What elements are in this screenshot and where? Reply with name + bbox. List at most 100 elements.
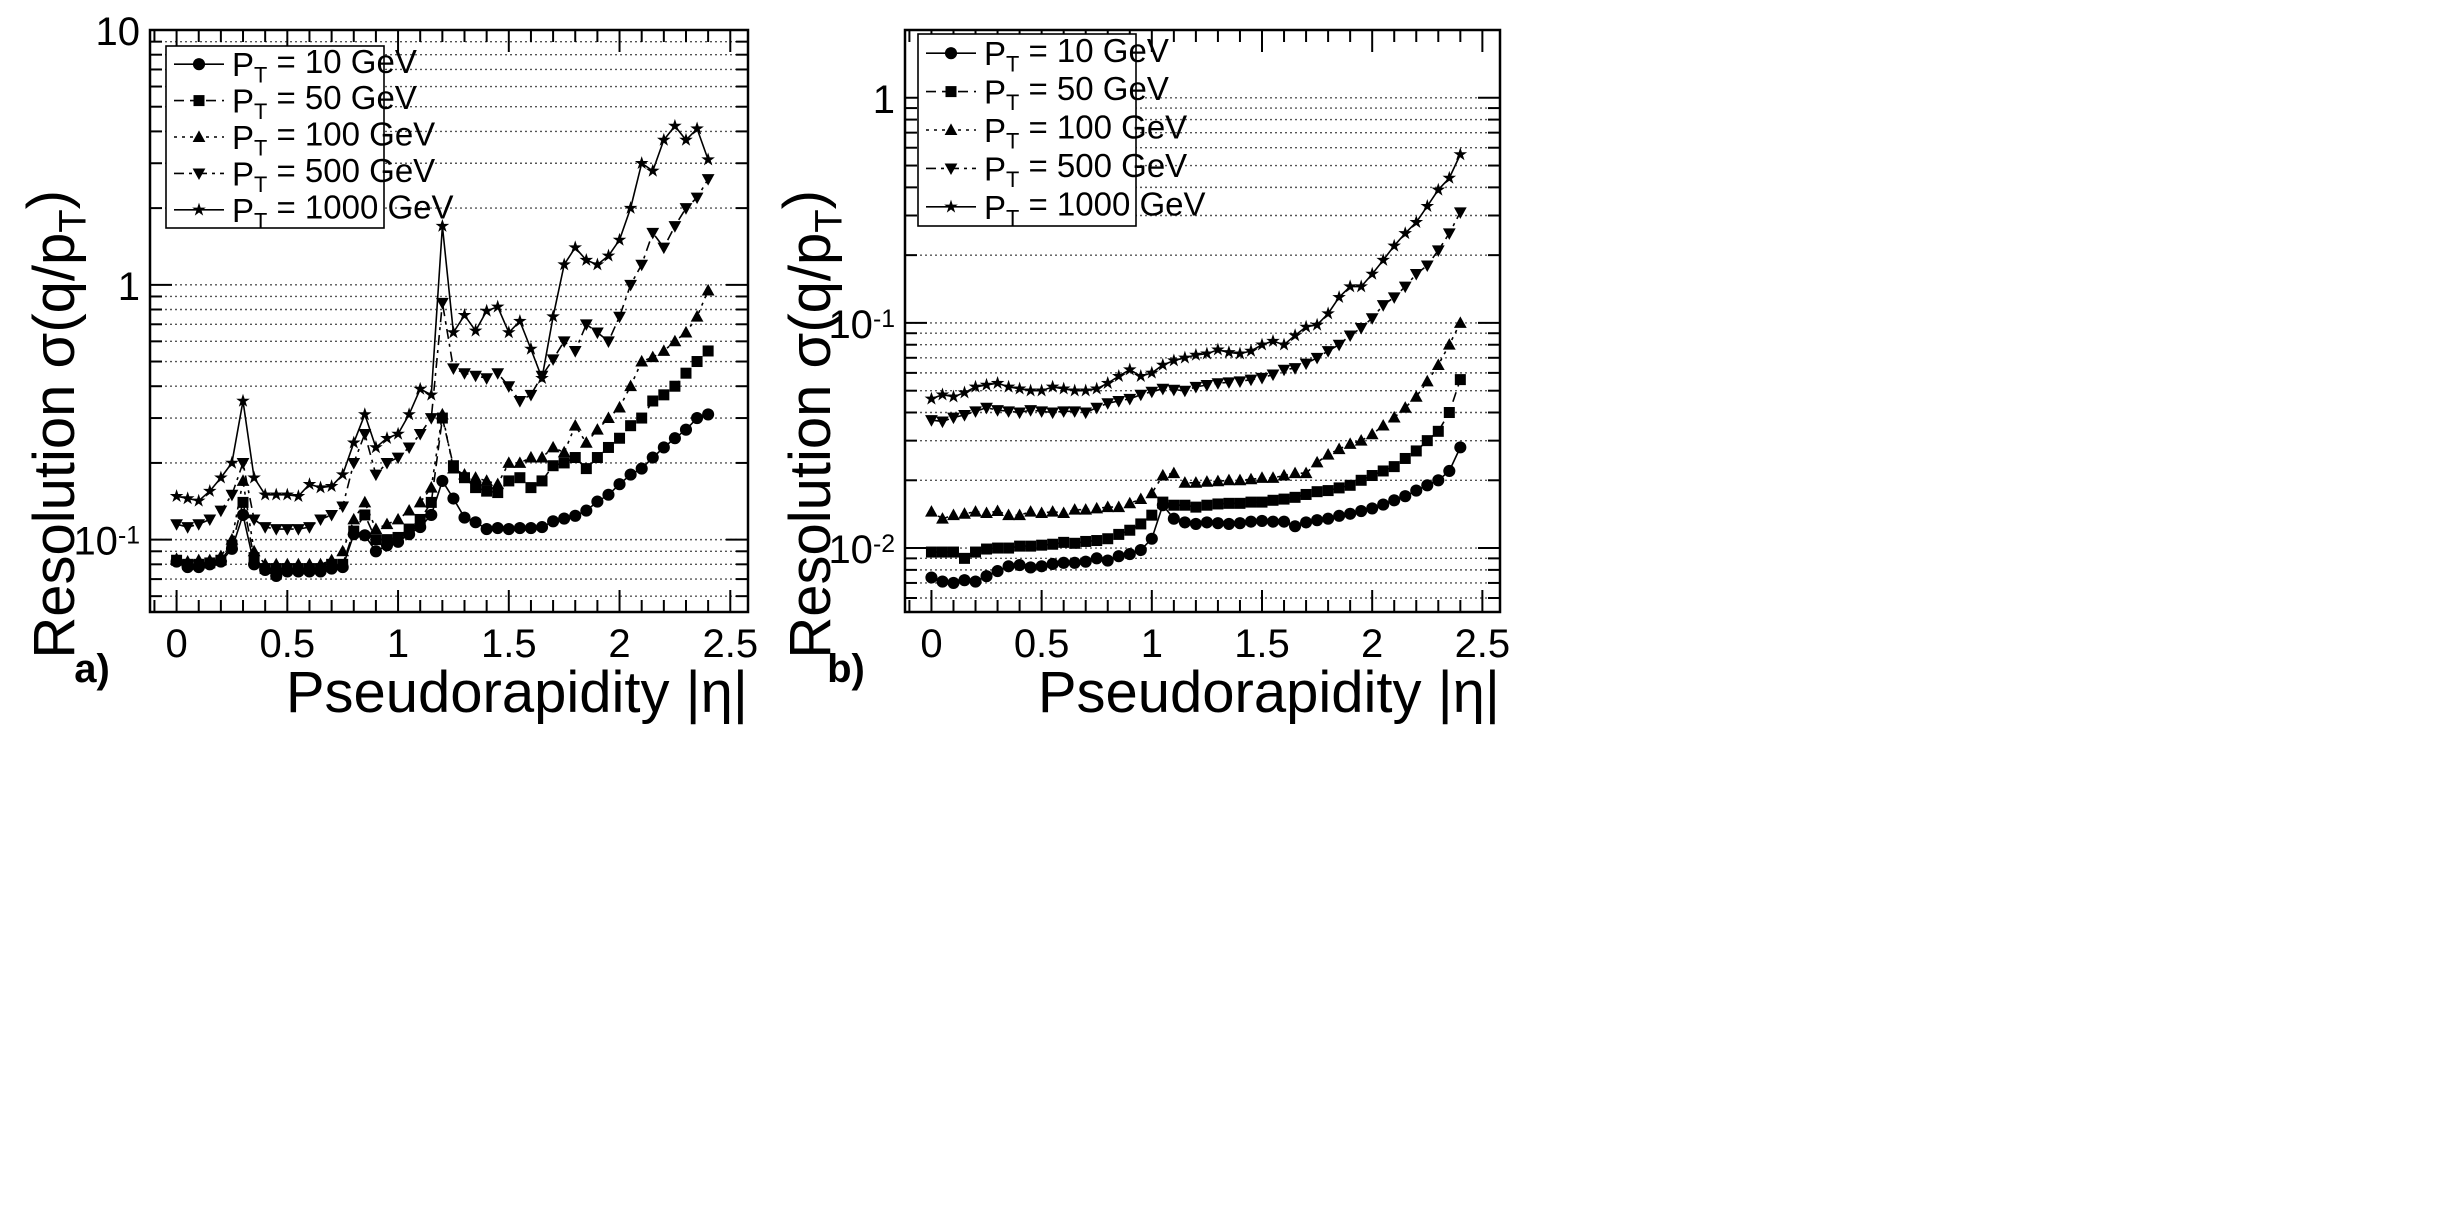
data-point [1189, 381, 1203, 394]
data-point [1244, 374, 1258, 387]
data-point [1167, 353, 1181, 367]
data-point [690, 192, 704, 205]
data-point [214, 505, 228, 518]
data-point [1410, 445, 1422, 457]
legend-marker [193, 95, 205, 107]
data-point [1388, 461, 1400, 473]
data-point [1388, 494, 1401, 507]
data-point [624, 279, 637, 292]
data-point [1035, 506, 1049, 519]
data-point [1387, 238, 1401, 252]
data-point [1189, 476, 1203, 488]
data-point [336, 501, 350, 514]
data-point [391, 452, 405, 465]
data-point [1244, 343, 1258, 357]
data-point [1442, 170, 1457, 184]
data-point [369, 469, 383, 482]
data-point [680, 367, 692, 379]
data-point [1089, 381, 1104, 395]
data-point [247, 514, 261, 527]
data-point [569, 452, 581, 464]
series-3 [925, 316, 1467, 524]
data-point [624, 379, 637, 392]
data-point [1145, 486, 1159, 499]
data-point [1311, 514, 1324, 527]
data-point [646, 451, 659, 464]
data-point [1222, 517, 1235, 530]
data-point [358, 407, 372, 421]
data-point [446, 325, 461, 339]
data-point [1255, 372, 1269, 385]
data-point [1343, 279, 1357, 293]
data-point [1421, 435, 1433, 447]
data-point [646, 350, 660, 363]
x-axis-title: Pseudorapidity |η| [1038, 660, 1500, 725]
data-point [1001, 379, 1016, 393]
data-point [492, 487, 504, 499]
data-point [1431, 358, 1445, 370]
data-point [1244, 472, 1258, 485]
data-point [1376, 418, 1390, 431]
data-point [269, 487, 283, 501]
data-point [292, 524, 305, 536]
data-point [1013, 559, 1026, 572]
data-point [992, 542, 1004, 554]
data-point [601, 248, 616, 262]
data-point [191, 493, 206, 507]
data-point [1002, 406, 1015, 418]
data-point [979, 377, 994, 391]
data-point [1035, 406, 1049, 418]
data-point [1277, 515, 1291, 528]
y-tick-label: 10 [96, 10, 141, 54]
data-point [469, 471, 482, 483]
data-point [1376, 300, 1390, 312]
data-point [1432, 425, 1444, 437]
data-point [625, 420, 637, 432]
x-tick-label: 2 [608, 622, 630, 666]
data-point [513, 456, 527, 468]
data-point [1288, 466, 1302, 479]
data-point [969, 406, 982, 418]
data-point [1266, 334, 1280, 347]
series-2 [925, 374, 1466, 564]
data-point [690, 121, 704, 135]
data-point [669, 380, 681, 392]
data-point [1266, 369, 1280, 382]
data-point [591, 452, 603, 464]
data-point [1002, 560, 1015, 573]
data-point [1376, 253, 1390, 266]
data-point [702, 345, 714, 357]
data-point [1156, 383, 1170, 396]
data-point [1266, 471, 1280, 483]
data-point [646, 163, 660, 177]
data-point [1090, 552, 1103, 565]
data-point [1299, 358, 1313, 371]
data-point [1354, 279, 1368, 293]
data-point [1023, 383, 1038, 397]
data-point [1443, 407, 1455, 419]
data-point [181, 522, 195, 534]
data-point [1112, 369, 1126, 382]
data-point [947, 508, 960, 521]
data-point [1322, 512, 1335, 525]
data-point [1200, 346, 1214, 360]
data-point [269, 557, 283, 570]
data-point [169, 489, 184, 502]
legend-label: PT = 50 GeV [984, 70, 1169, 115]
data-point [1078, 383, 1093, 397]
data-point [336, 544, 350, 557]
legend-marker [192, 130, 206, 142]
y-tick-label: 10-2 [828, 528, 895, 572]
data-point [947, 576, 960, 589]
data-point [1167, 466, 1181, 479]
data-point [425, 496, 437, 508]
data-point [314, 514, 327, 527]
data-point [1453, 207, 1467, 219]
x-tick-label: 0 [920, 622, 942, 666]
data-point [1310, 317, 1324, 331]
data-point [424, 413, 438, 425]
data-point [1024, 405, 1037, 417]
data-point [1266, 515, 1280, 528]
data-point [970, 546, 982, 558]
data-point [668, 118, 682, 132]
